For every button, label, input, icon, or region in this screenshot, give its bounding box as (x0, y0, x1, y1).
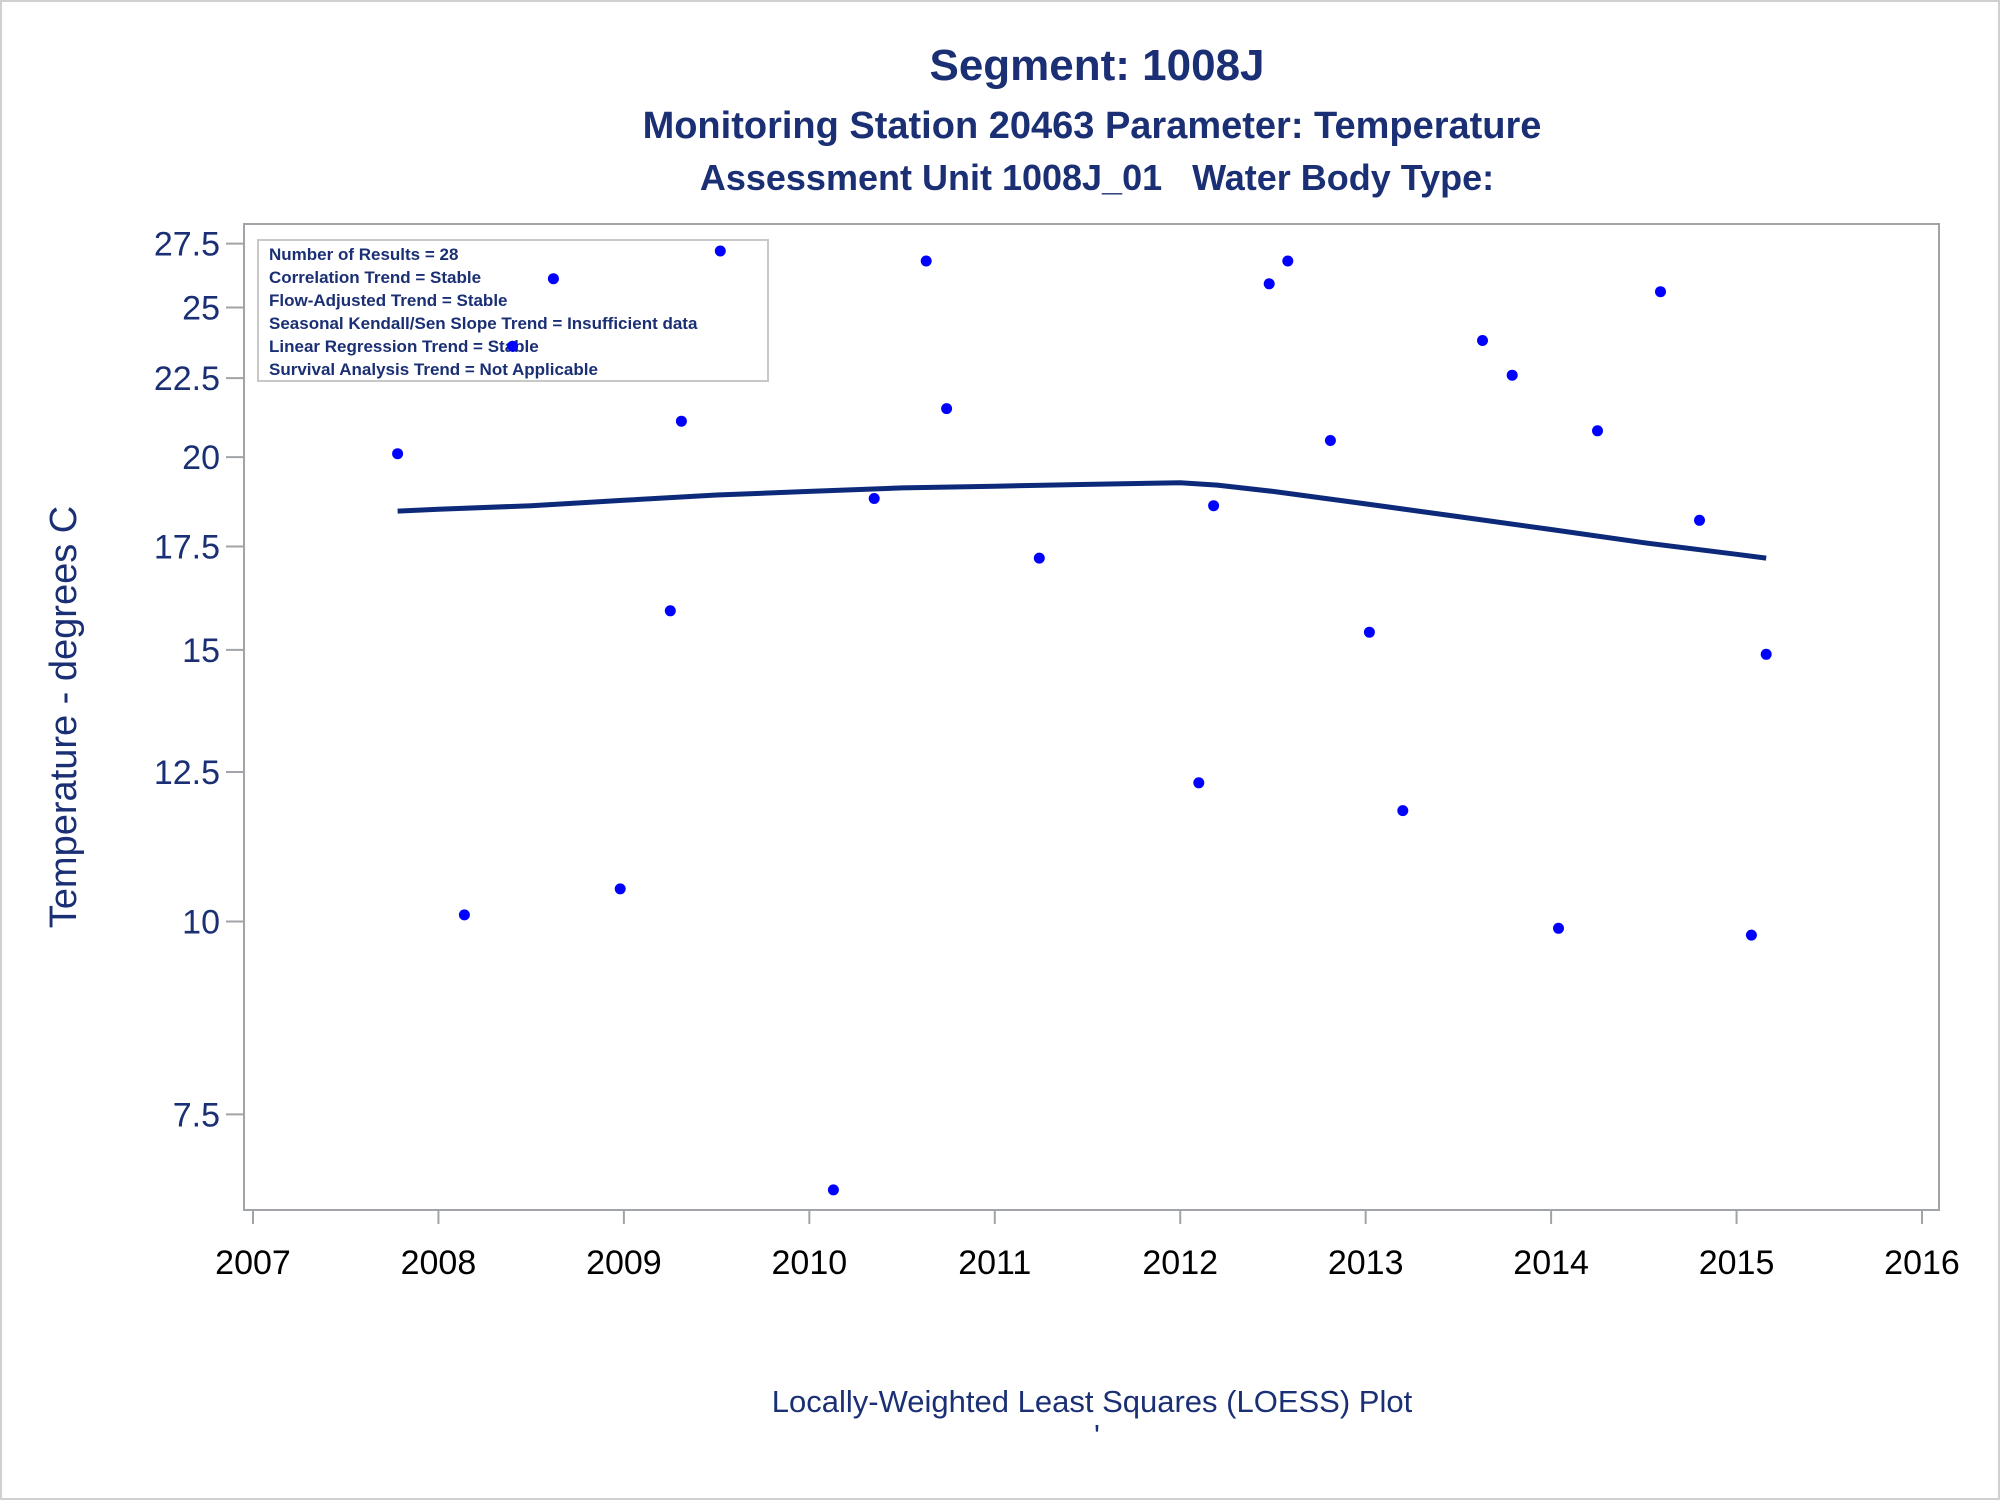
x-tick-label: 2014 (1513, 1244, 1589, 1282)
data-point (1324, 435, 1336, 446)
trend-summary-border (257, 239, 769, 382)
data-point (547, 273, 559, 285)
x-tick-label: 2011 (958, 1244, 1031, 1282)
data-point (1553, 922, 1564, 934)
y-tick-label: 10 (182, 904, 220, 942)
data-point (1263, 278, 1275, 290)
x-axis: 2007 2008 2009 2010 2011 2012 2013 2014 2015 2016 (215, 1210, 1960, 1282)
data-point (1760, 648, 1772, 660)
data-point (1363, 626, 1375, 638)
trend-summary-line: Flow-Adjusted Trend = Stable (269, 291, 508, 310)
loess-curve (397, 480, 1767, 561)
x-tick-label: 2015 (1699, 1244, 1775, 1282)
y-tick-label: 12.5 (154, 754, 220, 792)
x-tick-label: 2007 (215, 1244, 291, 1282)
y-axis-label: Temperature - degrees C (43, 506, 85, 928)
data-point (1592, 425, 1603, 437)
data-point (714, 245, 726, 257)
data-point (868, 493, 880, 504)
chart-subtitle-assessment-unit: Assessment Unit 1008J_01 Water Body Type… (700, 157, 1494, 198)
data-point (1033, 552, 1045, 564)
chart-subtitle-station: Monitoring Station 20463 Parameter: Temp… (643, 105, 1542, 147)
trend-summary-line: Correlation Trend = Stable (269, 268, 481, 287)
y-tick-label: 15 (182, 632, 220, 670)
data-point (614, 883, 626, 895)
data-point (507, 340, 519, 352)
x-tick-label: 2016 (1884, 1244, 1960, 1282)
chart-footnote-mark: ' (1094, 1418, 1100, 1453)
y-tick-label: 22.5 (154, 360, 220, 398)
trend-summary-line: Seasonal Kendall/Sen Slope Trend = Insuf… (269, 314, 698, 333)
trend-summary-box: Number of Results = 28 Correlation Trend … (257, 239, 769, 382)
data-point (827, 1184, 839, 1196)
y-tick-label: 27.5 (154, 226, 220, 264)
data-point (392, 448, 404, 460)
y-tick-label: 17.5 (154, 529, 220, 567)
x-tick-label: 2010 (772, 1244, 848, 1282)
x-tick-label: 2009 (586, 1244, 662, 1282)
data-point (1397, 805, 1409, 817)
data-points (392, 245, 1772, 1196)
plot-area-border (243, 223, 1940, 1211)
x-tick-label: 2013 (1328, 1244, 1404, 1282)
data-point (1193, 777, 1205, 789)
x-tick-label: 2008 (401, 1244, 477, 1282)
trend-summary-line: Number of Results = 28 (269, 245, 458, 264)
data-point (1208, 500, 1220, 512)
x-tick-label: 2012 (1142, 1244, 1218, 1282)
data-point (664, 605, 676, 617)
data-point (1477, 335, 1488, 346)
data-point (920, 255, 932, 267)
data-point (1506, 369, 1518, 381)
data-point (1745, 929, 1757, 941)
chart-footnote: Locally-Weighted Least Squares (LOESS) P… (772, 1384, 1413, 1419)
y-tick-label: 25 (182, 290, 220, 328)
chart-title: Segment: 1008J (929, 41, 1264, 90)
trend-summary-line: Linear Regression Trend = Stable (269, 337, 539, 356)
trend-summary-line: Survival Analysis Trend = Not Applicable (269, 360, 598, 379)
data-point (941, 403, 953, 415)
data-point (1694, 514, 1705, 526)
y-tick-label: 20 (182, 439, 220, 477)
data-point (1655, 286, 1666, 298)
y-axis: 7.5 10 12.5 15 17.5 20 22.5 25 27.5 (154, 226, 244, 1134)
y-tick-label: 7.5 (173, 1096, 220, 1134)
data-point (458, 909, 470, 921)
data-point (1282, 255, 1294, 267)
data-point (675, 415, 687, 427)
